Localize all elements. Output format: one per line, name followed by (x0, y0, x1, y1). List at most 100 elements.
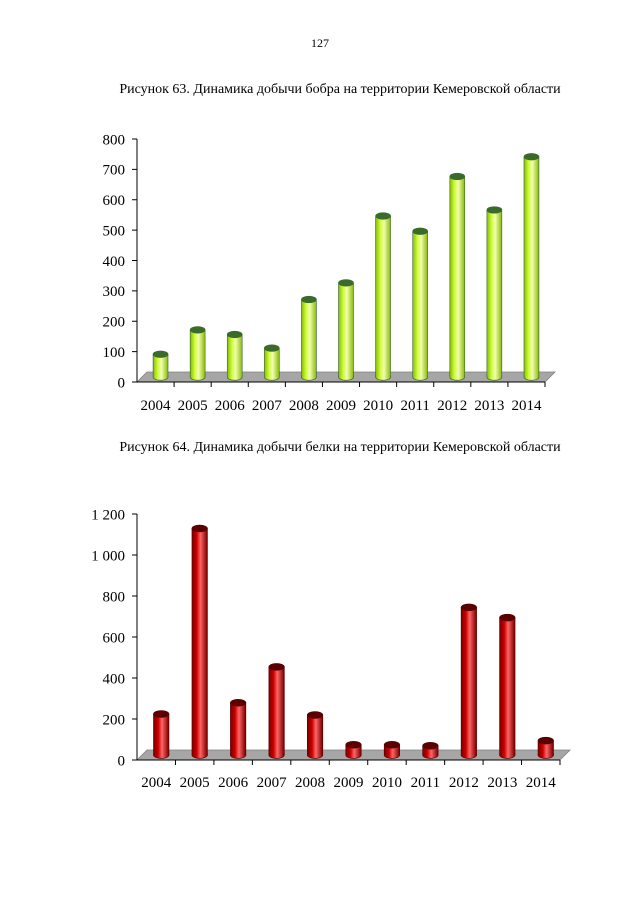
bar-fill (450, 176, 465, 377)
y-tick-label: 0 (118, 375, 126, 391)
bar-fill (423, 745, 438, 755)
bar-top (301, 295, 317, 304)
bar-top (230, 698, 247, 707)
bar-fill (230, 702, 246, 755)
bar (412, 227, 428, 381)
bar (345, 741, 362, 759)
bar (189, 326, 206, 381)
bar (338, 279, 354, 381)
bar (383, 741, 400, 759)
y-tick-label: 600 (103, 193, 126, 209)
bar (230, 698, 247, 759)
x-tick-label: 2012 (449, 775, 479, 791)
y-tick-label: 300 (103, 284, 126, 300)
bar (152, 350, 169, 381)
bar-fill (384, 744, 400, 755)
x-tick-label: 2012 (437, 398, 467, 414)
bar-fill (307, 715, 323, 755)
y-tick-label: 0 (118, 753, 126, 769)
x-tick-label: 2010 (372, 775, 402, 791)
bar (307, 711, 324, 759)
bar-top (449, 172, 466, 181)
bar-top (191, 524, 208, 533)
bar-fill (376, 216, 391, 377)
bar-fill (500, 617, 515, 755)
bar-fill (346, 744, 361, 755)
x-tick-label: 2005 (178, 398, 208, 414)
bar-top (153, 710, 170, 718)
figure-64-caption: Рисунок 64. Динамика добычи белки на тер… (119, 440, 561, 455)
bar-fill (487, 209, 502, 377)
bar-fill (538, 740, 554, 755)
y-tick-label: 400 (103, 254, 126, 270)
y-tick-label: 500 (103, 223, 126, 239)
x-tick-label: 2006 (218, 775, 249, 791)
bar (523, 153, 540, 381)
x-tick-label: 2007 (252, 398, 283, 414)
bar (226, 330, 243, 381)
bar-top (412, 227, 428, 235)
y-tick-label: 700 (103, 163, 126, 179)
bar-top (383, 741, 400, 749)
x-tick-label: 2014 (511, 398, 542, 414)
bar-fill (153, 714, 169, 755)
bar-top (189, 326, 206, 334)
x-tick-label: 2004 (141, 398, 172, 414)
y-tick-label: 100 (103, 345, 126, 361)
bar-fill (338, 282, 354, 377)
y-tick-label: 800 (103, 589, 126, 605)
bar (375, 212, 391, 381)
bar-top (486, 206, 503, 214)
x-tick-label: 2008 (289, 398, 319, 414)
bar-top (268, 663, 285, 671)
bar (486, 206, 503, 381)
bar-top (307, 711, 324, 719)
bar-top (523, 153, 540, 161)
y-tick-label: 200 (103, 712, 126, 728)
x-tick-label: 2011 (411, 775, 440, 791)
bar-top (152, 350, 169, 358)
bar-fill (227, 334, 242, 377)
bar-top (264, 344, 280, 352)
x-tick-label: 2014 (526, 775, 557, 791)
bar-top (345, 741, 362, 749)
bar (301, 295, 317, 381)
beaver-harvest-chart: 0 100 200 300 400 500 600 700 800 2004 2005 2006 200… (103, 132, 556, 414)
bar (264, 344, 280, 381)
bar-top (460, 603, 477, 612)
bar-fill (413, 231, 428, 377)
bar (422, 742, 439, 759)
bar-fill (524, 156, 539, 377)
x-tick-label: 2009 (326, 398, 356, 414)
x-tick-label: 2011 (400, 398, 429, 414)
bar (499, 613, 516, 759)
bar-top (226, 330, 243, 339)
x-tick-label: 2013 (487, 775, 517, 791)
bar-top (499, 613, 516, 622)
page-number: 127 (311, 36, 329, 50)
bar-fill (264, 348, 279, 377)
x-tick-label: 2008 (295, 775, 325, 791)
bar (537, 736, 554, 759)
y-tick-label: 800 (103, 132, 126, 148)
x-tick-label: 2013 (474, 398, 504, 414)
x-tick-label: 2010 (363, 398, 393, 414)
y-tick-label: 600 (103, 630, 126, 646)
x-tick-label: 2007 (257, 775, 288, 791)
bar-fill (153, 354, 168, 377)
bar-top (537, 736, 554, 745)
squirrel-harvest-chart: 0 200 400 600 800 1 000 1 200 2004 2005 2006 2007 2… (91, 507, 571, 791)
bar-top (422, 742, 439, 750)
bar-fill (192, 528, 207, 755)
y-tick-label: 200 (103, 315, 126, 331)
bar (191, 524, 208, 759)
x-tick-label: 2004 (141, 775, 172, 791)
y-tick-label: 400 (103, 671, 126, 687)
figure-63-caption: Рисунок 63. Динамика добычи бобра на тер… (119, 82, 561, 97)
x-tick-label: 2005 (180, 775, 210, 791)
bar (268, 663, 285, 759)
x-tick-label: 2009 (334, 775, 364, 791)
y-tick-label: 1 200 (91, 507, 125, 523)
bar (153, 710, 170, 759)
y-tick-label: 1 000 (91, 548, 125, 564)
